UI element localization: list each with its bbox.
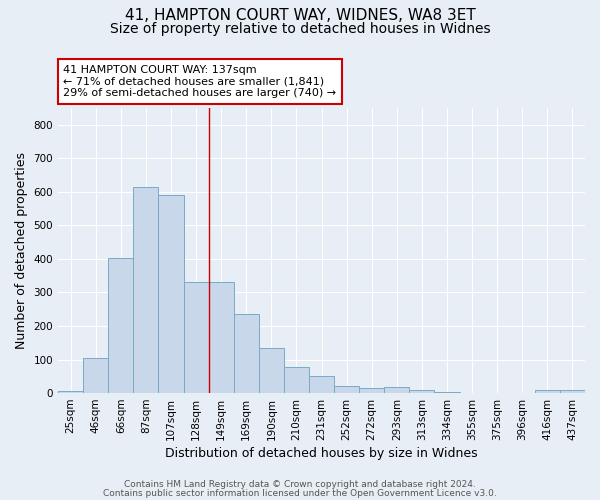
Bar: [309, 376, 334, 393]
Bar: [409, 390, 434, 393]
Bar: [83, 358, 108, 393]
Text: Size of property relative to detached houses in Widnes: Size of property relative to detached ho…: [110, 22, 490, 36]
Bar: [158, 195, 184, 393]
Bar: [334, 386, 359, 393]
Bar: [384, 388, 409, 393]
Bar: [560, 390, 585, 393]
Text: Contains public sector information licensed under the Open Government Licence v3: Contains public sector information licen…: [103, 488, 497, 498]
Bar: [133, 186, 158, 393]
Text: 41 HAMPTON COURT WAY: 137sqm
← 71% of detached houses are smaller (1,841)
29% of: 41 HAMPTON COURT WAY: 137sqm ← 71% of de…: [64, 65, 337, 98]
Bar: [184, 282, 209, 393]
Bar: [284, 367, 309, 393]
Bar: [359, 388, 384, 393]
Bar: [58, 390, 83, 393]
Bar: [259, 348, 284, 393]
Bar: [535, 390, 560, 393]
Bar: [209, 282, 233, 393]
Bar: [108, 258, 133, 393]
Y-axis label: Number of detached properties: Number of detached properties: [15, 152, 28, 349]
Bar: [233, 314, 259, 393]
Bar: [434, 392, 460, 393]
Text: Contains HM Land Registry data © Crown copyright and database right 2024.: Contains HM Land Registry data © Crown c…: [124, 480, 476, 489]
X-axis label: Distribution of detached houses by size in Widnes: Distribution of detached houses by size …: [165, 447, 478, 460]
Text: 41, HAMPTON COURT WAY, WIDNES, WA8 3ET: 41, HAMPTON COURT WAY, WIDNES, WA8 3ET: [125, 8, 475, 22]
